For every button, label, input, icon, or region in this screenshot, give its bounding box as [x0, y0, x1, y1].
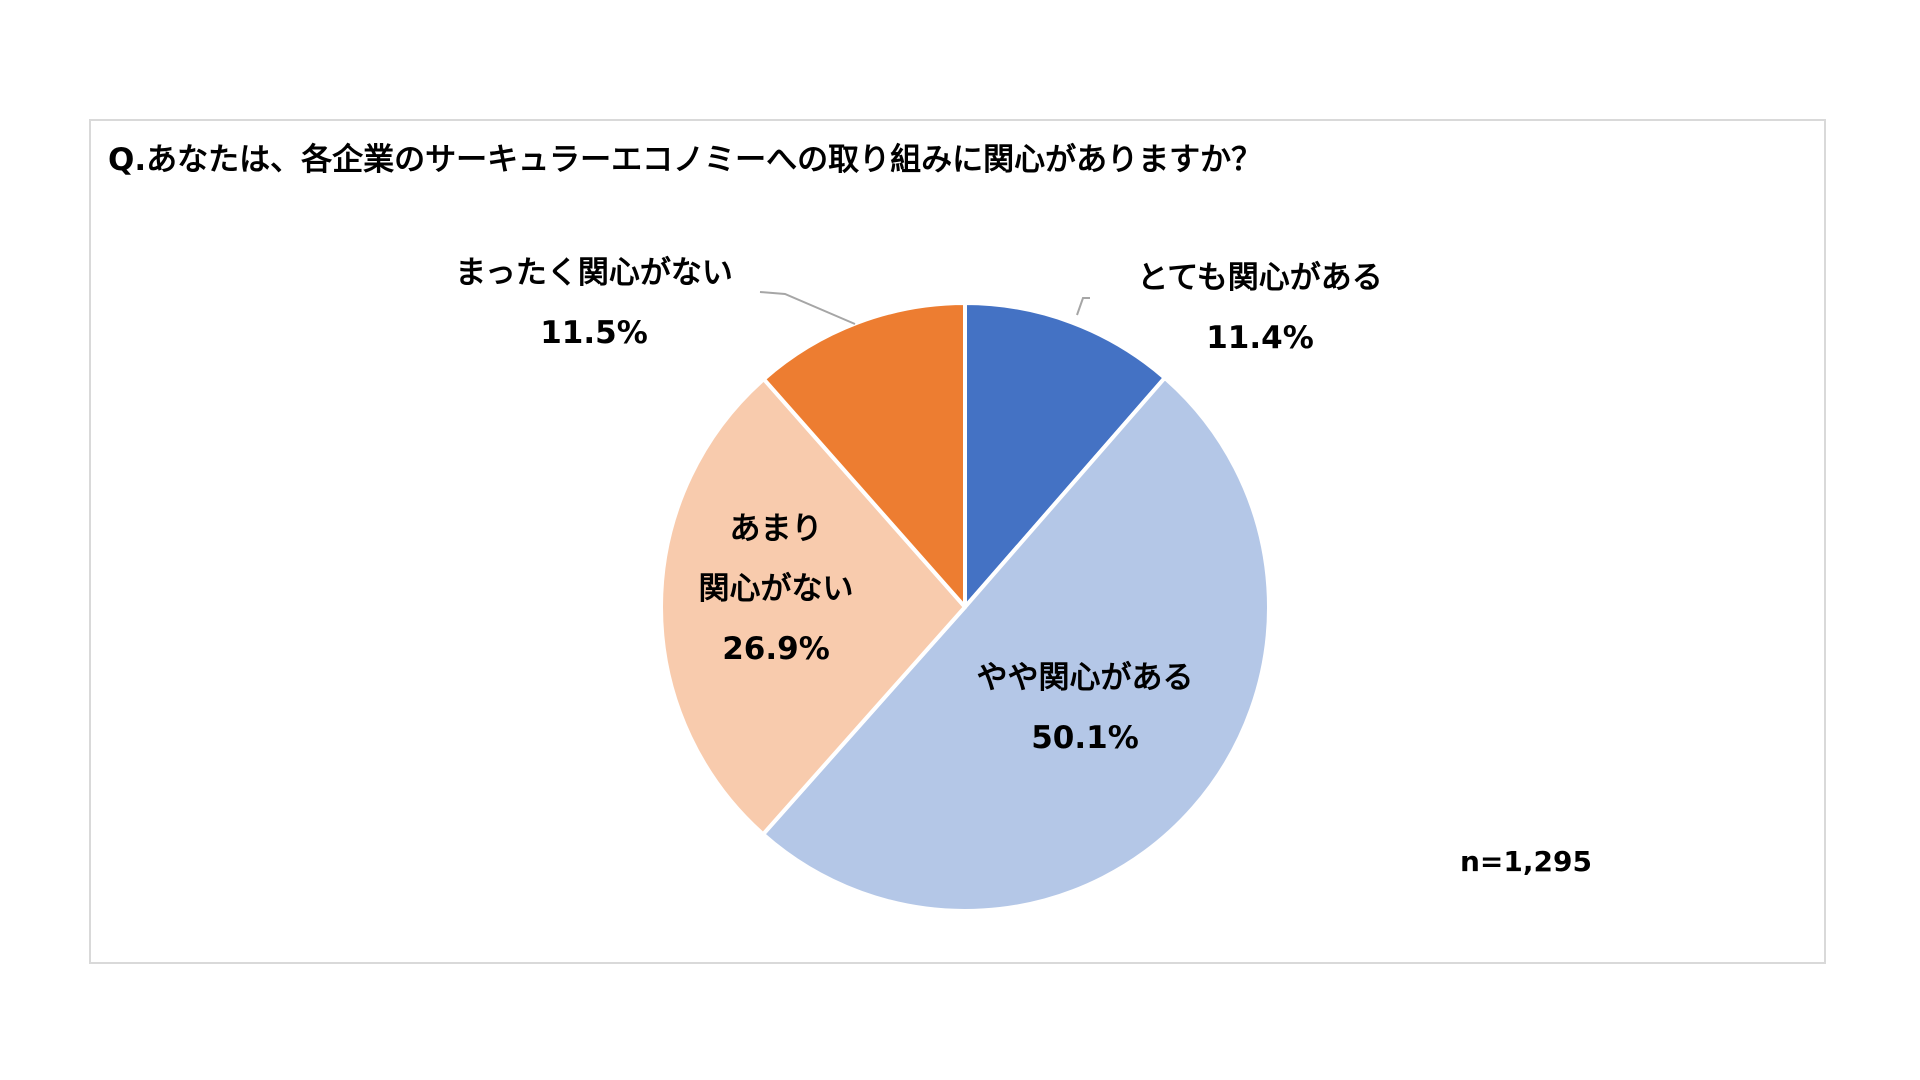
pie-slice: [659, 377, 967, 837]
slice-value-label: 50.1%: [1031, 720, 1139, 756]
sample-size: n=1,295: [1460, 845, 1592, 878]
slice-category-label: とても関心がある: [1137, 260, 1383, 296]
slice-category-label: 関心がない: [699, 571, 854, 607]
pie-slices: [659, 301, 1271, 913]
pie-slice: [963, 301, 1167, 609]
slice-value-label: 26.9%: [722, 631, 830, 667]
leader-line: [1076, 297, 1090, 316]
slice-value-label: 11.5%: [540, 315, 648, 351]
slice-category-label: まったく関心がない: [455, 255, 733, 291]
slice-category-label: やや関心がある: [977, 660, 1194, 696]
chart-title: Q.あなたは、各企業のサーキュラーエコノミーへの取り組みに関心がありますか？: [108, 142, 1263, 178]
pie-slice: [761, 375, 1271, 913]
slice-category-label: あまり: [730, 511, 823, 547]
pie-slice: [761, 301, 967, 609]
leader-line: [759, 291, 856, 325]
leader-lines: [759, 291, 1090, 325]
slice-value-label: 11.4%: [1206, 320, 1314, 356]
